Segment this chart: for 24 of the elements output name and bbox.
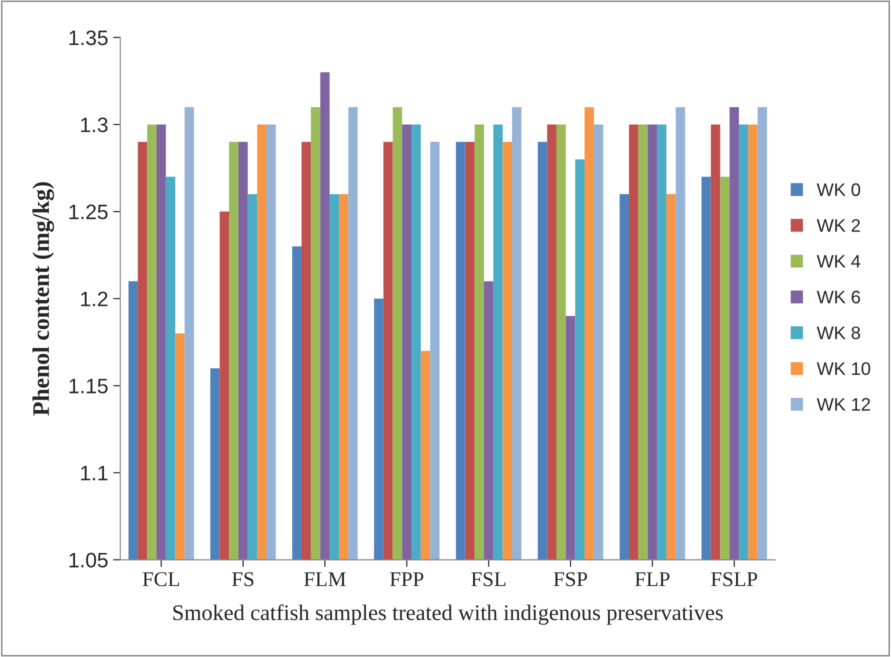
x-axis-title: Smoked catfish samples treated with indigenous preservatives — [173, 604, 723, 625]
legend-label: WK 8 — [816, 326, 860, 340]
x-tick-label: FLM — [304, 572, 346, 586]
y-tick-label: 1.3 — [81, 118, 108, 132]
x-tick-label: FSLP — [711, 572, 758, 586]
y-tick-label: 1.2 — [81, 292, 108, 306]
legend-label: WK 0 — [816, 183, 860, 196]
x-tick-label: FCL — [142, 572, 180, 586]
x-tick-label: FS — [232, 572, 254, 586]
legend-label: WK 4 — [816, 255, 860, 268]
y-tick-label: 1.05 — [70, 552, 108, 568]
y-tick-label: 1.35 — [70, 30, 108, 46]
x-tick-label: FSP — [554, 572, 588, 586]
legend-label: WK 6 — [816, 290, 860, 304]
legend-label: WK 12 — [816, 398, 870, 411]
y-tick-label: 1.15 — [70, 378, 108, 394]
legend-label: WK 2 — [816, 219, 860, 232]
x-tick-label: FPP — [390, 572, 424, 586]
x-tick-label: FLP — [635, 572, 670, 586]
y-tick-label: 1.1 — [81, 466, 108, 480]
y-axis-title: Phenol content (mg/kg) — [32, 182, 54, 416]
x-tick-label: FSL — [471, 572, 506, 586]
y-tick-label: 1.25 — [70, 204, 108, 220]
legend-label: WK 10 — [816, 362, 870, 376]
